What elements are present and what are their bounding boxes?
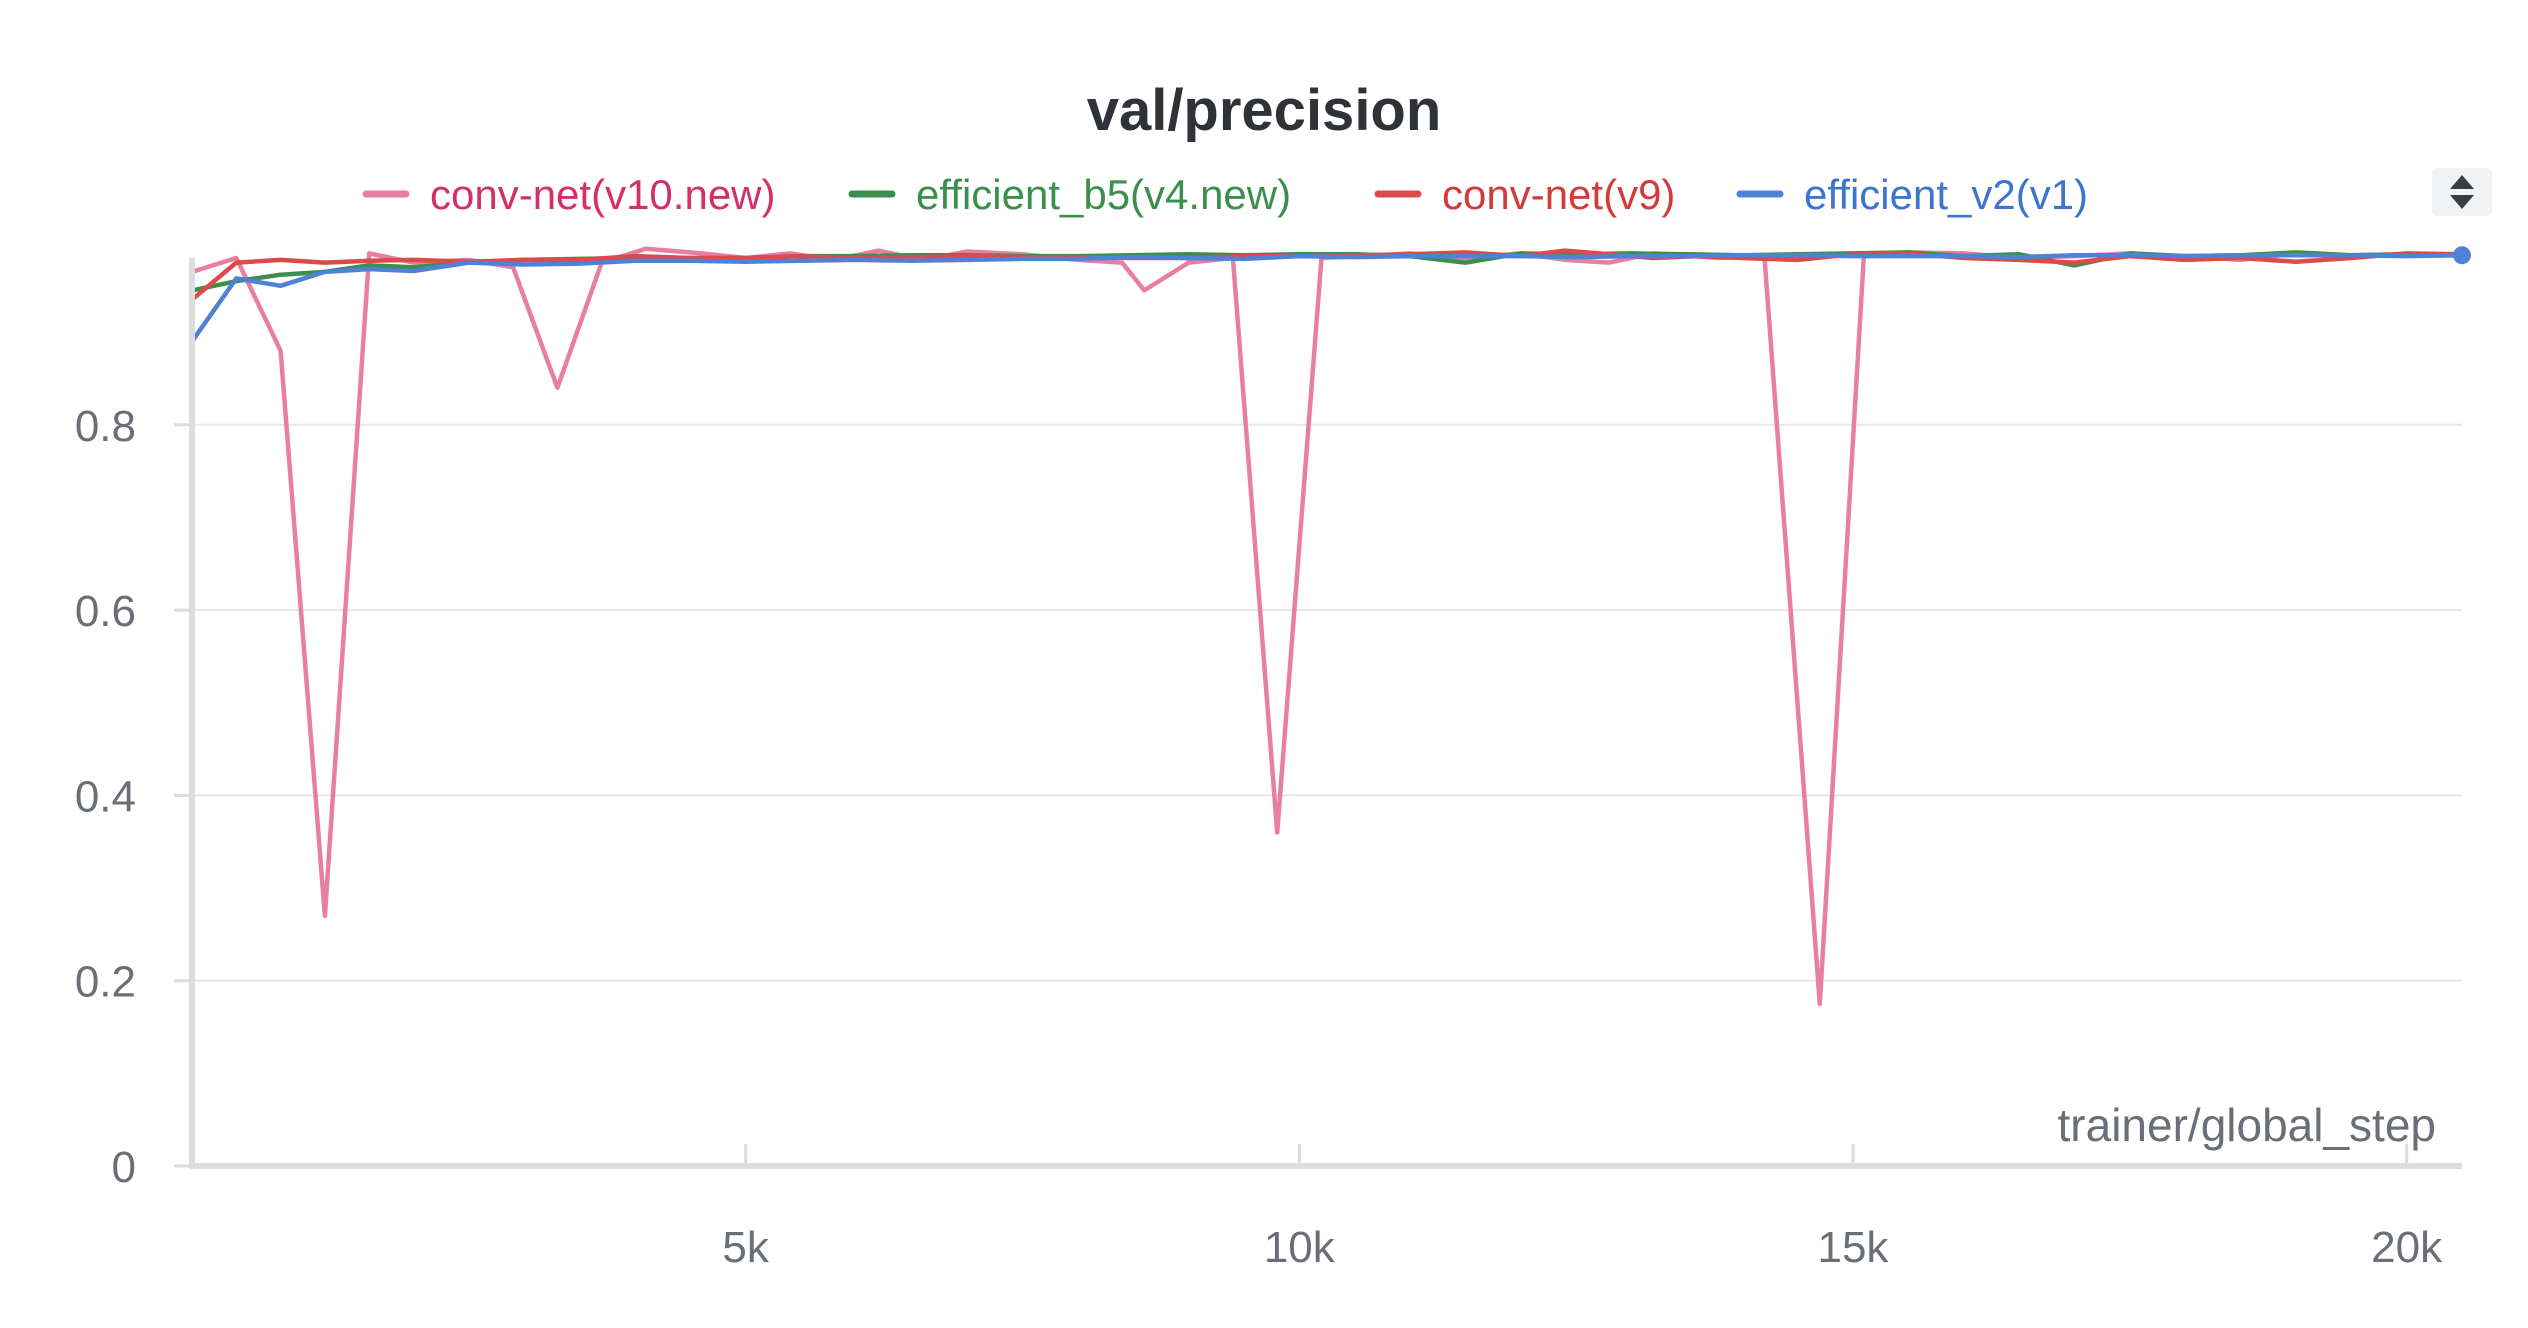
legend-label: efficient_v2(v1)	[1804, 171, 2088, 218]
series-line-3	[189, 252, 2465, 344]
x-tick-label: 20k	[2371, 1223, 2443, 1272]
legend-item-3[interactable]: efficient_v2(v1)	[1736, 171, 2088, 218]
y-tick-label: 0.4	[75, 772, 136, 821]
grid	[174, 423, 2462, 1168]
legend-item-2[interactable]: conv-net(v9)	[1374, 171, 1675, 218]
legend-scroll-button-bg[interactable]	[2432, 168, 2492, 216]
legend-label: conv-net(v10.new)	[430, 171, 776, 218]
y-tick-label: 0	[112, 1143, 136, 1192]
series-line-0	[189, 246, 2465, 1007]
y-tick-label: 0.2	[75, 958, 136, 1007]
series-end-point	[2453, 246, 2471, 265]
y-tick-label: 0.8	[75, 402, 136, 451]
chart-title: val/precision	[1087, 78, 1442, 143]
legend-label: efficient_b5(v4.new)	[916, 171, 1291, 218]
x-tick-label: 15k	[1817, 1223, 1889, 1272]
x-axis-label: trainer/global_step	[2058, 1099, 2436, 1151]
legend-scroll-up-icon[interactable]	[2450, 175, 2474, 189]
series-lines	[189, 246, 2471, 1007]
legend-scroll-down-icon[interactable]	[2450, 195, 2474, 209]
x-tick-label: 10k	[1264, 1223, 1336, 1272]
legend-item-1[interactable]: efficient_b5(v4.new)	[848, 171, 1291, 218]
legend-label: conv-net(v9)	[1442, 171, 1675, 218]
legend-scroll-control[interactable]	[2432, 168, 2492, 216]
axis-ticks: 0 0.2 0.4 0.6 0.8 5k 10k 15k 20k	[75, 402, 2443, 1272]
y-tick-label: 0.6	[75, 587, 136, 636]
x-tick-label: 5k	[722, 1223, 769, 1272]
legend: conv-net(v10.new) efficient_b5(v4.new) con…	[362, 171, 2088, 218]
legend-item-0[interactable]: conv-net(v10.new)	[362, 171, 776, 218]
